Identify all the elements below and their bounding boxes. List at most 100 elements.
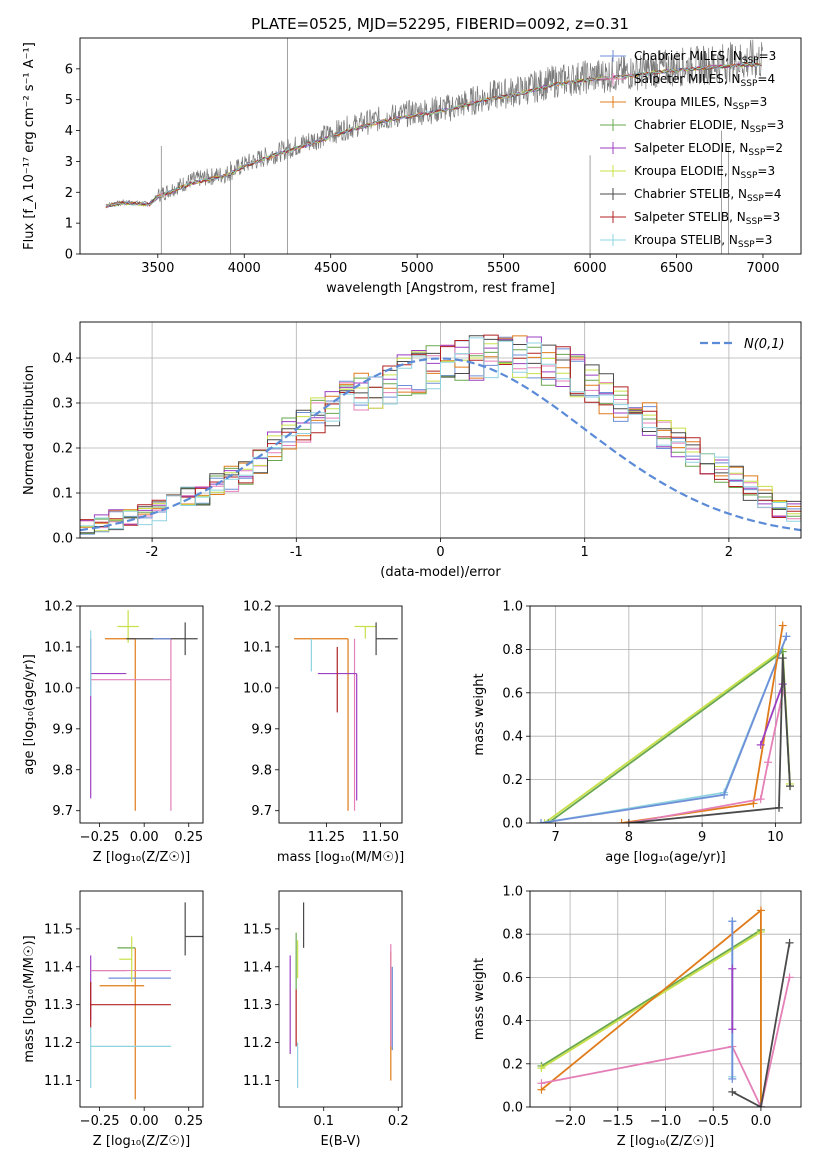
x-tick-label: 7000: [746, 261, 779, 276]
legend-label-sub: SSP: [742, 56, 759, 66]
y-tick-label: 0.8: [502, 643, 523, 658]
axes-frame: [529, 605, 802, 824]
legend-label-text: =3: [766, 118, 784, 132]
y-tick-label: 11.1: [44, 1074, 73, 1089]
y-tick-label: 9.8: [251, 763, 272, 778]
legend-label: Chabrier STELIB, NSSP=4: [634, 187, 782, 204]
y-axis-label: Flux [f_λ 10⁻¹⁷ erg cm⁻² s⁻¹ A⁻¹]: [22, 42, 37, 250]
weight-line: [541, 930, 762, 1107]
y-tick-label: 0.6: [502, 971, 523, 986]
y-tick-label: 11.3: [44, 998, 73, 1013]
x-tick-label: 0.0: [751, 1114, 772, 1129]
x-tick-label: -1: [290, 545, 303, 560]
x-tick-label: 5000: [401, 261, 434, 276]
axes-frame: [529, 890, 802, 1108]
y-tick-label: 10.1: [243, 640, 272, 655]
panel-age_vs_Z: −0.25 0.00 0.25 9.7 9.8 9.9 10.0 10.1 10.2 Z [log…: [22, 600, 204, 865]
y-axis-label: mass weight: [472, 958, 487, 1040]
plot-area: [289, 902, 393, 1089]
x-tick-label: 5500: [487, 261, 520, 276]
x-tick-label: 0.25: [174, 1114, 203, 1129]
plot-area: [294, 622, 398, 811]
y-tick-label: 4: [65, 124, 73, 139]
x-tick-label: 0.2: [388, 1114, 409, 1129]
legend-label-sub: SSP: [733, 102, 750, 112]
x-tick-label: -2: [146, 545, 159, 560]
y-tick-label: 11.4: [243, 960, 272, 975]
x-tick-label: 0.1: [313, 1114, 334, 1129]
legend-label-sub: SSP: [750, 125, 767, 135]
legend-label-text: =4: [757, 72, 775, 86]
legend-label-text: Kroupa STELIB, N: [634, 233, 738, 247]
x-tick-label: 3500: [141, 261, 174, 276]
y-tick-label: 9.9: [251, 722, 272, 737]
weight-line: [628, 692, 784, 823]
legend-label-sub: SSP: [738, 240, 755, 250]
y-tick-label: 11.3: [243, 998, 272, 1013]
y-tick-label: 1.0: [502, 885, 523, 900]
x-axis-label: Z [log₁₀(Z/Z☉)]: [93, 850, 190, 865]
panel-weight_vs_Z: −2.0 −1.5 −1.0 −0.5 0.0 0.0 0.2 0.4 0.6 0.8 1.0 Z […: [472, 885, 802, 1149]
y-tick-label: 2: [65, 186, 73, 201]
axes-frame: [79, 321, 802, 539]
legend-label-sub: SSP: [747, 194, 764, 204]
legend-label-text: Kroupa ELODIE, N: [634, 164, 741, 178]
x-tick-label: −1.0: [650, 1114, 682, 1129]
y-tick-label: 0.6: [502, 686, 523, 701]
figure-title: PLATE=0525, MJD=52295, FIBERID=0092, z=0…: [251, 15, 629, 33]
weight-line: [759, 683, 784, 746]
plot-area: [530, 606, 801, 823]
y-tick-label: 0.3: [52, 397, 73, 412]
model-spectrum-line: [105, 62, 762, 207]
legend-label-text: Kroupa MILES, N: [634, 95, 733, 109]
panel-spectrum: 3500 4000 4500 5000 5500 6000 6500 7000 0 1 2 3 4 5 6 w…: [22, 37, 802, 296]
y-tick-label: 10.0: [243, 681, 272, 696]
panel-weight_vs_age: 7 8 9 10 0.0 0.2 0.4 0.6 0.8 1.0 age [log₁₀(age/yr…: [472, 600, 802, 865]
legend-label-text: Salpeter MILES, N: [634, 72, 741, 86]
panel-residuals: -2 -1 0 1 2 0.0 0.1 0.2 0.3 0.4 (data-model)/error…: [22, 321, 802, 580]
y-tick-label: 0.0: [52, 532, 73, 547]
x-tick-label: −0.25: [80, 830, 120, 845]
x-axis-label: Z [log₁₀(Z/Z☉)]: [93, 1134, 190, 1149]
panel-mass_vs_Z: −0.25 0.00 0.25 11.1 11.2 11.3 11.4 11.5 Z [log₁…: [22, 890, 204, 1149]
y-tick-label: 6: [65, 62, 73, 77]
legend-label-text: Salpeter ELODIE, N: [634, 141, 748, 155]
y-axis-label: mass weight: [472, 673, 487, 755]
plot-area: [90, 610, 198, 811]
y-tick-label: 9.8: [52, 763, 73, 778]
y-tick-label: 0.4: [502, 730, 523, 745]
y-tick-label: 0.2: [52, 442, 73, 457]
panel-age_vs_mass: 11.25 11.50 9.7 9.8 9.9 10.0 10.1 10.2 mass [log…: [243, 600, 404, 866]
x-tick-label: 10: [767, 830, 784, 845]
axes-frame: [79, 890, 204, 1108]
x-tick-label: 1: [581, 545, 589, 560]
data-spectrum-line: [105, 39, 763, 207]
x-tick-label: 9: [698, 830, 706, 845]
axes-frame: [278, 890, 403, 1108]
legend-label: Chabrier MILES, NSSP=3: [634, 49, 776, 66]
plot-area: [105, 38, 763, 254]
x-axis-label: wavelength [Angstrom, rest frame]: [326, 281, 555, 296]
axes-frame: [79, 37, 802, 255]
plot-area: [90, 902, 203, 1100]
y-tick-label: 0.2: [502, 773, 523, 788]
y-tick-label: 9.7: [251, 804, 272, 819]
x-tick-label: 0.00: [130, 1114, 159, 1129]
plot-area: [80, 322, 801, 538]
legend-label-text: =4: [764, 187, 782, 201]
y-tick-label: 10.2: [44, 600, 73, 615]
y-tick-label: 0.0: [502, 817, 523, 832]
legend-label-text: =3: [750, 95, 768, 109]
y-tick-label: 0.0: [502, 1101, 523, 1116]
y-tick-label: 3: [65, 155, 73, 170]
legend-label-text: =2: [765, 141, 783, 155]
legend-label-text: =3: [755, 233, 773, 247]
y-tick-label: 10.1: [44, 640, 73, 655]
axes-frame: [79, 605, 204, 824]
legend-label-text: =3: [759, 49, 777, 63]
legend-label-text: Chabrier MILES, N: [634, 49, 742, 63]
weight-line: [731, 942, 791, 1107]
legend-label-sub: SSP: [741, 171, 758, 181]
x-tick-label: 0.00: [130, 830, 159, 845]
weight-line: [628, 658, 791, 823]
